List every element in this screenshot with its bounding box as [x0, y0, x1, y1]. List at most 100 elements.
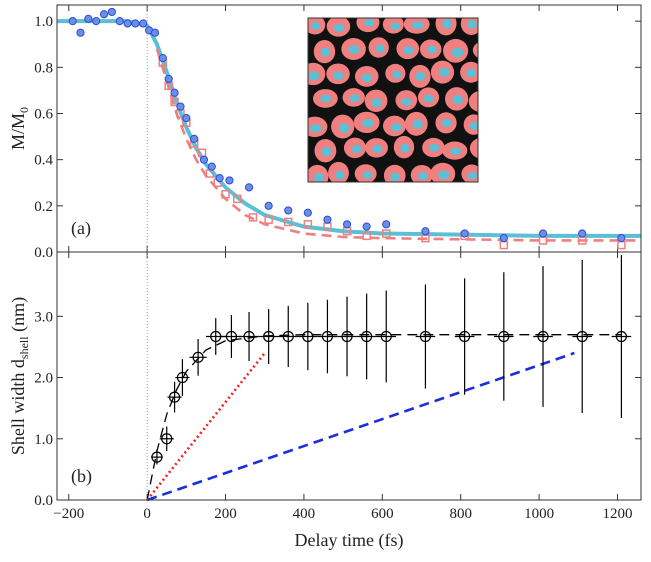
grain-core: [417, 172, 428, 181]
panel-label: (a): [71, 218, 91, 239]
y-tick-label: 1.0: [34, 14, 53, 30]
data-point: [99, 10, 109, 19]
data-point: [190, 134, 199, 143]
y-tick-label: 0.2: [34, 199, 53, 215]
y-tick-label: 0.0: [34, 245, 53, 261]
data-point: [282, 330, 294, 343]
y-tick-label: 0.8: [34, 60, 53, 76]
y-tick-label: 1.0: [34, 432, 53, 448]
data-point: [243, 330, 255, 343]
data-point: [284, 206, 293, 215]
grain-core: [375, 44, 385, 53]
grain-core: [308, 71, 320, 81]
data-point: [342, 220, 352, 229]
grain-core: [427, 45, 438, 54]
plot-frame: [56, 251, 642, 501]
data-point: [341, 330, 353, 343]
data-point: [362, 231, 371, 241]
fit-line: [146, 334, 622, 501]
data-point: [380, 330, 392, 343]
grain-core: [438, 170, 450, 180]
data-point: [283, 217, 293, 227]
data-point: [107, 7, 116, 17]
data-point: [459, 330, 471, 343]
grain-core: [351, 144, 362, 154]
x-tick-label: −200: [53, 506, 84, 522]
grain-core: [442, 19, 452, 29]
data-point: [221, 190, 230, 199]
fit-line: [146, 352, 266, 501]
x-tick-label: 800: [449, 506, 472, 522]
data-point: [139, 19, 148, 28]
grain-core: [429, 143, 440, 152]
x-tick-label: 200: [214, 506, 237, 522]
data-point: [615, 330, 628, 343]
grain-core: [338, 123, 350, 134]
grain-core: [390, 172, 400, 182]
data-point: [323, 215, 332, 224]
data-point: [131, 19, 140, 28]
grain-core: [423, 94, 434, 103]
data-point: [303, 220, 313, 229]
data-point: [199, 155, 209, 164]
data-point: [499, 240, 509, 250]
grain-core: [392, 70, 402, 79]
data-point: [84, 14, 93, 23]
grain: [472, 42, 478, 58]
data-point: [161, 433, 173, 445]
data-point: [538, 229, 548, 238]
x-tick-label: 600: [371, 506, 394, 522]
grain-core: [411, 21, 424, 30]
y-axis-label: M/M0: [8, 107, 31, 150]
x-axis-label: Delay time (fs): [295, 530, 404, 551]
grain-core: [467, 171, 478, 180]
grain-core: [320, 47, 331, 57]
data-point: [176, 371, 189, 384]
y-axis-label-unit: (nm): [8, 297, 29, 337]
data-point: [225, 176, 234, 185]
grain-core: [469, 121, 478, 130]
grain-core: [321, 146, 332, 157]
data-point: [123, 19, 132, 28]
y-tick-label: 0.0: [34, 493, 53, 509]
data-point: [361, 330, 373, 343]
data-point: [263, 330, 275, 343]
data-point: [302, 330, 314, 343]
grain-core: [320, 94, 332, 103]
grain-core: [467, 19, 477, 29]
grain-core: [372, 144, 383, 153]
grain-core: [361, 73, 373, 83]
grain: [469, 138, 478, 159]
data-point: [168, 391, 181, 403]
data-point: [151, 451, 163, 463]
grain-core: [451, 47, 464, 58]
data-point: [264, 201, 273, 210]
x-tick-label: 400: [293, 506, 316, 522]
data-point: [182, 114, 191, 123]
fit-line: [155, 48, 641, 242]
grain-core: [477, 147, 478, 152]
y-axis-label-sub: shell: [17, 336, 31, 359]
y-tick-label: 0.6: [34, 106, 53, 122]
y-axis-label-main: M/M: [8, 113, 28, 150]
y-axis-label-main: Shell width d: [8, 359, 28, 455]
grain-core: [400, 143, 410, 153]
data-point: [215, 174, 224, 183]
data-point: [498, 330, 510, 343]
grain-core: [311, 21, 321, 30]
grain-core: [349, 94, 360, 102]
y-tick-label: 2.0: [34, 371, 53, 387]
grain-core: [412, 119, 423, 129]
grain-core: [364, 18, 375, 27]
grain-core: [310, 124, 322, 133]
y-tick-label: 3.0: [34, 309, 53, 325]
data-point: [321, 330, 334, 343]
grain-core: [438, 67, 450, 77]
grain-core: [466, 68, 476, 78]
data-point: [210, 330, 222, 343]
data-point: [170, 88, 179, 97]
y-tick-label: 0.4: [34, 153, 53, 169]
data-point: [617, 240, 626, 250]
grain-core: [401, 97, 412, 106]
fit-line: [146, 351, 575, 502]
